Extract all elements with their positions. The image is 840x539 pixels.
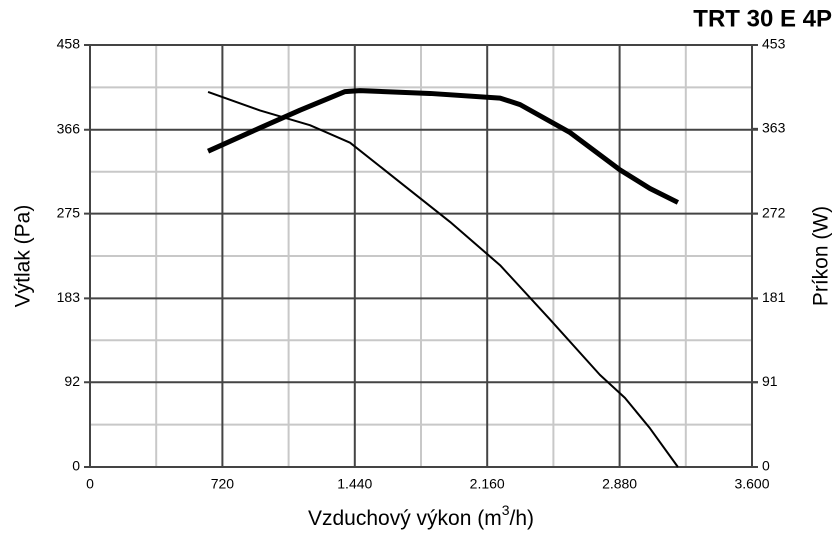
y2-tick-label: 453 <box>762 36 786 52</box>
x-tick-label: 0 <box>86 476 94 492</box>
plot-frame <box>89 44 753 468</box>
x-tick-label: 3.600 <box>734 476 769 492</box>
x-axis-title: Vzduchový výkon (m3/h) <box>308 502 534 530</box>
series-line <box>207 91 679 468</box>
y-tick-label: 458 <box>57 36 81 52</box>
y2-tick-label: 0 <box>762 458 770 474</box>
x-axis-title-text: Vzduchový výkon (m <box>308 507 502 530</box>
y2-axis-title: Príkon (W) <box>810 206 833 306</box>
y-axis-title: Výtlak (Pa) <box>12 205 35 308</box>
y2-tick-label: 181 <box>762 289 786 305</box>
x-tick-label: 2.160 <box>470 476 505 492</box>
y2-tick-label: 91 <box>762 373 778 389</box>
series-line <box>207 88 680 205</box>
chart-title: TRT 30 E 4P <box>693 5 832 32</box>
x-tick-label: 1.440 <box>337 476 372 492</box>
y-tick-label: 366 <box>57 120 81 136</box>
y-tick-label: 183 <box>57 289 81 305</box>
x-axis-title-end: /h) <box>510 507 535 530</box>
y-tick-label: 275 <box>57 204 81 220</box>
x-tick-label: 720 <box>211 476 235 492</box>
y-tick-label: 92 <box>64 373 80 389</box>
x-tick-label: 2.880 <box>602 476 637 492</box>
y2-tick-label: 272 <box>762 204 786 220</box>
y-tick-label: 0 <box>72 458 80 474</box>
y2-tick-label: 363 <box>762 120 786 136</box>
x-axis-title-sup: 3 <box>502 502 510 518</box>
